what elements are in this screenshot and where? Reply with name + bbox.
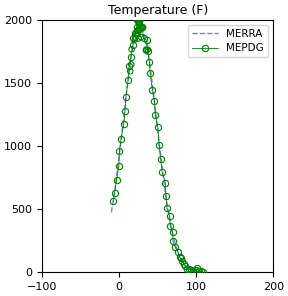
Point (135, 28, 140, 33)
Point (144, 47, 149, 52)
Point (136, 36, 141, 41)
Title: Temperature (F): Temperature (F) (107, 4, 208, 17)
Point (137, 28, 142, 32)
MEPDG (132, 36, 135, 40)
Line: MEPDG: MEPDG (110, 21, 206, 275)
MEPDG (128, 65, 131, 68)
Point (145, 47, 150, 52)
Point (135, 32, 140, 37)
MERRA (187, 267, 191, 270)
MERRA (166, 210, 170, 213)
Legend: MERRA, MEPDG: MERRA, MEPDG (187, 25, 268, 57)
Point (132, 37, 137, 42)
MEPDG (201, 270, 205, 274)
Point (137, 21, 141, 26)
Point (139, 25, 143, 30)
Point (133, 35, 138, 40)
MERRA (201, 270, 204, 274)
MEPDG (146, 49, 149, 52)
Point (134, 17, 139, 22)
Point (144, 48, 148, 53)
Point (134, 31, 139, 36)
MERRA (110, 210, 113, 214)
Line: MERRA: MERRA (111, 26, 203, 272)
MERRA (138, 24, 142, 28)
MEPDG (111, 200, 115, 203)
Point (129, 47, 134, 52)
Point (139, 35, 143, 39)
MEPDG (137, 22, 141, 25)
Point (139, 17, 143, 21)
Point (136, 28, 141, 33)
MERRA (169, 225, 173, 229)
MEPDG (122, 122, 126, 126)
MERRA (170, 229, 174, 233)
Point (135, 18, 139, 23)
MERRA (175, 248, 179, 251)
Point (137, 22, 141, 27)
Point (128, 69, 132, 74)
Point (129, 62, 134, 67)
Point (136, 28, 141, 32)
Point (138, 18, 143, 23)
Point (136, 19, 141, 24)
MEPDG (191, 269, 195, 273)
Point (141, 25, 145, 30)
MERRA (189, 268, 193, 271)
MEPDG (199, 270, 203, 273)
